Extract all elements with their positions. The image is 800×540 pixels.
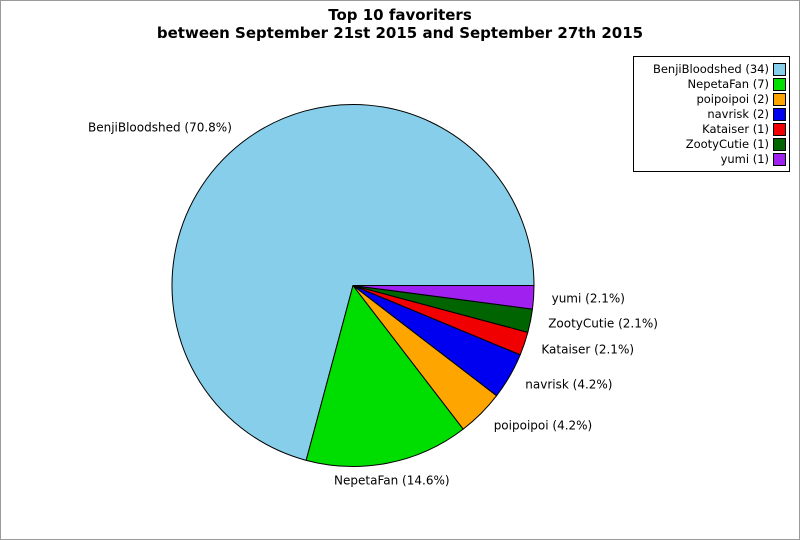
legend-color-swatch [773, 108, 786, 121]
legend-color-swatch [773, 78, 786, 91]
legend-color-swatch [773, 93, 786, 106]
legend-label: ZootyCutie (1) [685, 137, 769, 151]
pie-slice-BenjiBloodshed [171, 104, 535, 461]
legend-label: navrisk (2) [707, 107, 769, 121]
legend-label: poipoipoi (2) [696, 92, 769, 106]
legend-item: ZootyCutie (1) [637, 137, 786, 152]
legend-item: yumi (1) [637, 152, 786, 167]
legend: BenjiBloodshed (34) NepetaFan (7) poipoipo… [633, 56, 790, 172]
slice-label-navrisk: navrisk (4.2%) [525, 377, 613, 392]
legend-item: NepetaFan (7) [637, 77, 786, 92]
pie-slice-NepetaFan [305, 285, 464, 467]
legend-color-swatch [773, 123, 786, 136]
legend-label: Kataiser (1) [702, 122, 769, 136]
legend-color-swatch [773, 153, 786, 166]
legend-item: BenjiBloodshed (34) [637, 62, 786, 77]
legend-label: BenjiBloodshed (34) [652, 62, 769, 76]
legend-label: yumi (1) [720, 152, 769, 166]
legend-item: Kataiser (1) [637, 122, 786, 137]
chart-title: Top 10 favoriters between September 21st… [1, 6, 799, 42]
slice-label-poipoipoi: poipoipoi (4.2%) [493, 418, 593, 433]
slice-label-BenjiBloodshed: BenjiBloodshed (70.8%) [87, 120, 232, 135]
chart-title-line1: Top 10 favoriters [328, 6, 472, 24]
slice-label-yumi: yumi (2.1%) [551, 291, 625, 305]
chart-title-line2: between September 21st 2015 and Septembe… [156, 24, 644, 42]
pie-slice-yumi [352, 285, 535, 310]
legend-color-swatch [773, 63, 786, 76]
legend-item: navrisk (2) [637, 107, 786, 122]
slice-label-Kataiser: Kataiser (2.1%) [541, 342, 635, 356]
legend-color-swatch [773, 138, 786, 151]
slice-label-ZootyCutie: ZootyCutie (2.1%) [548, 316, 658, 331]
legend-item: poipoipoi (2) [637, 92, 786, 107]
slice-label-NepetaFan: NepetaFan (14.6%) [334, 473, 450, 488]
legend-label: NepetaFan (7) [687, 77, 769, 91]
